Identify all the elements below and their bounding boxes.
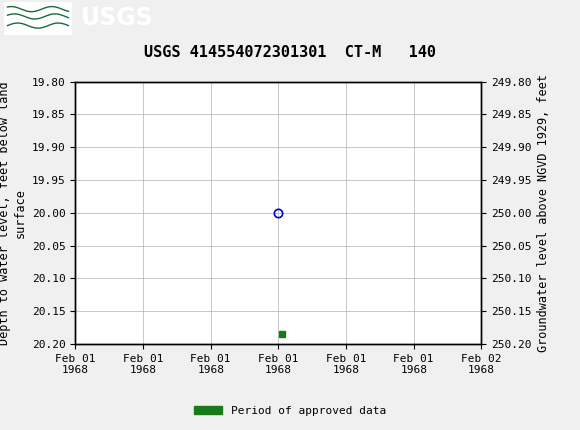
Legend: Period of approved data: Period of approved data <box>190 401 390 420</box>
Bar <box>5 3 71 34</box>
Y-axis label: Depth to water level, feet below land
surface: Depth to water level, feet below land su… <box>0 81 26 345</box>
Text: USGS 414554072301301  CT-M   140: USGS 414554072301301 CT-M 140 <box>144 45 436 60</box>
Y-axis label: Groundwater level above NGVD 1929, feet: Groundwater level above NGVD 1929, feet <box>537 74 550 352</box>
Text: USGS: USGS <box>81 6 154 30</box>
